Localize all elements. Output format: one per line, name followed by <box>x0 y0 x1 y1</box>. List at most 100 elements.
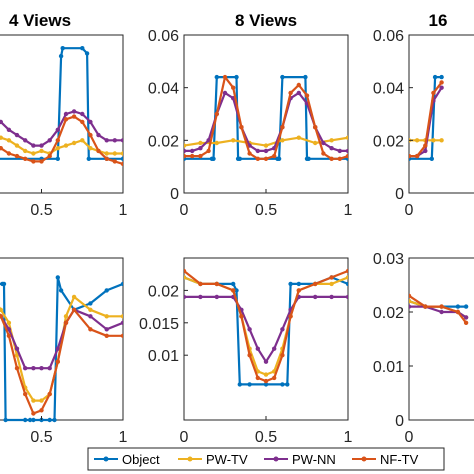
data-point-object <box>247 382 252 387</box>
axes-frame <box>183 34 349 194</box>
data-point-object <box>345 281 348 287</box>
data-point-pw-tv <box>439 138 444 143</box>
data-point-nf-tv <box>280 125 285 130</box>
data-point-nf-tv <box>0 314 3 319</box>
data-point-nf-tv <box>280 353 285 358</box>
data-point-pw-nn <box>120 138 123 143</box>
data-point-object <box>104 288 109 293</box>
data-point-pw-nn <box>23 366 28 371</box>
data-point-object <box>84 51 90 56</box>
data-point-nf-tv <box>39 159 44 164</box>
data-point-pw-tv <box>414 138 420 143</box>
data-point-object <box>3 417 8 423</box>
x-tick-label: 1 <box>119 202 128 219</box>
y-tick-label: 0.015 <box>139 316 179 333</box>
x-tick-label: 0 <box>405 202 414 219</box>
data-point-pw-nn <box>14 132 20 138</box>
data-point-pw-nn <box>31 366 36 371</box>
data-point-nf-tv <box>288 90 293 96</box>
data-point-pw-nn <box>198 294 203 300</box>
data-point-object <box>47 417 52 423</box>
series-line-nf-tv <box>184 269 348 383</box>
data-point-pw-tv <box>63 314 69 319</box>
data-point-pw-nn <box>337 148 342 154</box>
data-point-pw-nn <box>247 327 252 332</box>
data-point-nf-tv <box>313 125 318 130</box>
data-point-object <box>276 156 282 161</box>
data-point-nf-tv <box>304 93 310 98</box>
data-point-pw-nn <box>198 146 203 151</box>
data-point-object <box>263 382 269 387</box>
data-point-nf-tv <box>80 119 85 125</box>
data-point-pw-nn <box>39 366 44 371</box>
data-point-object <box>231 281 236 287</box>
data-point-object <box>211 156 216 161</box>
data-point-nf-tv <box>263 378 269 384</box>
data-point-nf-tv <box>71 114 77 119</box>
data-point-object <box>280 74 285 80</box>
data-point-pw-tv <box>0 135 3 140</box>
data-point-pw-nn <box>184 294 187 300</box>
y-tick-label: 0.06 <box>373 28 404 45</box>
data-point-object <box>237 156 242 161</box>
data-point-object <box>455 304 461 309</box>
data-point-pw-tv <box>104 314 109 319</box>
series-group <box>184 74 348 161</box>
legend-marker-object <box>103 456 109 462</box>
data-point-pw-nn <box>263 359 269 364</box>
series-group <box>409 293 469 325</box>
y-tick-label: 0.04 <box>373 81 404 98</box>
data-point-pw-tv <box>120 151 123 156</box>
data-point-pw-tv <box>263 372 269 377</box>
data-point-pw-tv <box>231 138 236 143</box>
series-group <box>184 268 348 387</box>
data-point-pw-tv <box>14 143 20 148</box>
data-point-object <box>288 281 293 287</box>
legend: Object PW-TV PW-NN NF-TV <box>87 447 445 471</box>
data-point-pw-nn <box>96 132 101 138</box>
data-point-nf-tv <box>272 153 277 159</box>
data-point-nf-tv <box>463 320 469 325</box>
legend-entry-pw-tv: PW-TV <box>178 452 248 467</box>
data-point-pw-tv <box>80 138 85 143</box>
data-point-nf-tv <box>198 281 203 287</box>
data-point-nf-tv <box>214 281 219 287</box>
panel-3: 00 0.02 0.04 0.06 16 <box>373 11 474 219</box>
data-point-pw-nn <box>55 346 60 351</box>
data-point-object <box>214 74 219 80</box>
data-point-pw-tv <box>23 148 28 154</box>
data-point-nf-tv <box>190 153 195 159</box>
data-point-object <box>52 417 57 423</box>
data-point-object <box>27 417 33 423</box>
data-point-nf-tv <box>439 304 444 309</box>
data-point-pw-tv <box>280 138 285 143</box>
data-point-nf-tv <box>63 117 69 122</box>
data-point-object <box>285 382 290 387</box>
data-point-pw-nn <box>409 304 412 309</box>
data-point-pw-nn <box>329 294 334 300</box>
data-point-pw-nn <box>255 346 260 351</box>
legend-label-object: Object <box>122 452 160 467</box>
data-point-nf-tv <box>288 314 293 319</box>
data-point-object <box>429 156 434 161</box>
data-point-pw-nn <box>313 294 318 300</box>
data-point-nf-tv <box>0 146 3 151</box>
data-point-pw-tv <box>6 320 12 325</box>
legend-label-pw-nn: PW-NN <box>292 452 336 467</box>
data-point-nf-tv <box>206 148 211 154</box>
data-point-pw-nn <box>80 111 85 117</box>
data-point-object <box>1 281 7 287</box>
data-point-pw-tv <box>88 146 93 151</box>
data-point-object <box>23 417 28 423</box>
data-point-pw-tv <box>313 140 318 146</box>
data-point-nf-tv <box>255 156 260 161</box>
axes-frame <box>183 257 349 421</box>
data-point-object <box>120 281 123 287</box>
data-point-nf-tv <box>55 138 60 143</box>
panel-title: 8 Views <box>235 11 297 30</box>
data-point-pw-nn <box>120 320 123 325</box>
data-point-pw-nn <box>104 327 109 332</box>
data-point-object <box>306 156 311 161</box>
